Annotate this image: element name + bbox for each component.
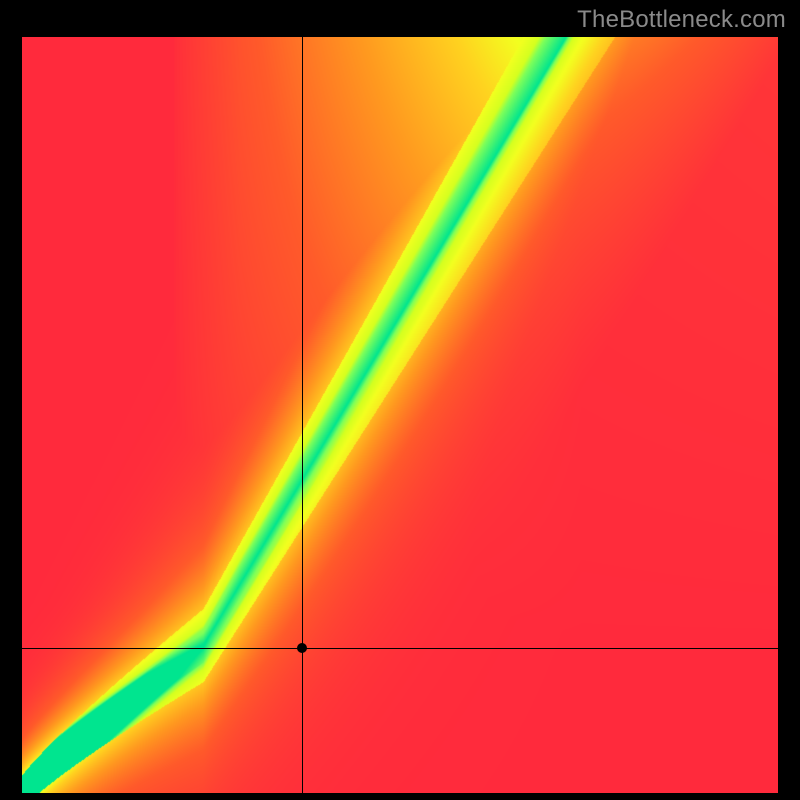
watermark-text: TheBottleneck.com <box>577 6 786 34</box>
crosshair-vertical <box>302 37 303 793</box>
crosshair-horizontal <box>22 648 778 649</box>
heatmap-plot <box>22 37 778 793</box>
heatmap-canvas <box>22 37 778 793</box>
marker-dot <box>297 643 307 653</box>
